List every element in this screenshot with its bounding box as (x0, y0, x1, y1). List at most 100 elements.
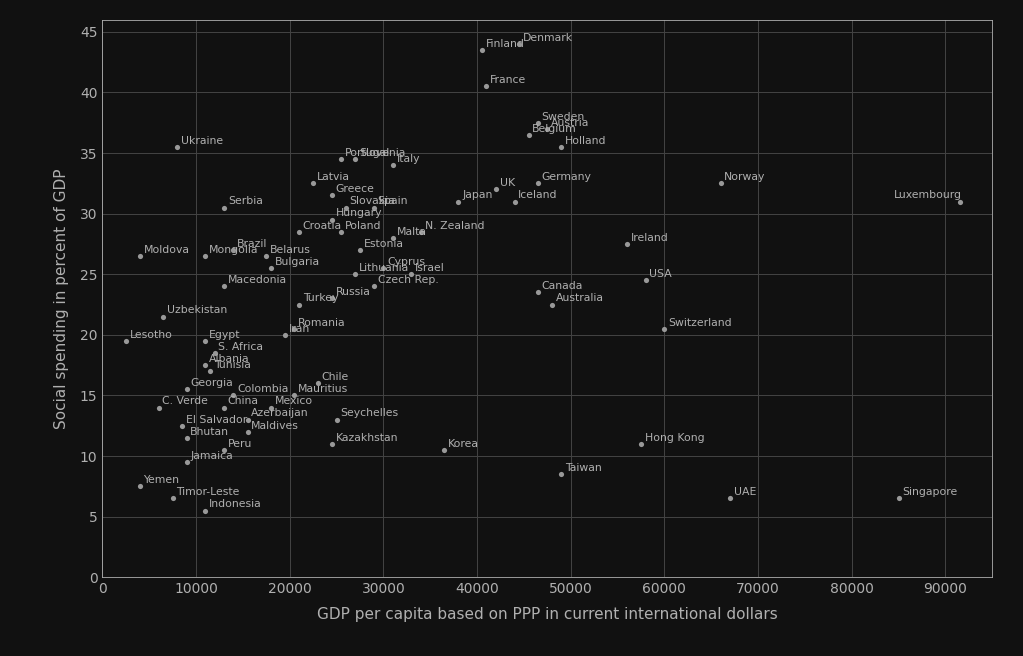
Point (239, 426, 256, 437)
Point (553, 142, 570, 152)
Text: Israel: Israel (415, 263, 445, 273)
Text: C. Verde: C. Verde (163, 396, 208, 406)
Point (291, 226, 307, 237)
Point (488, 184, 504, 195)
Point (722, 493, 739, 504)
Text: Mauritius: Mauritius (298, 384, 349, 394)
Point (347, 154, 363, 165)
Point (118, 336, 134, 346)
Point (474, 45, 490, 55)
Point (239, 415, 256, 425)
Point (310, 378, 326, 388)
Text: USA: USA (650, 269, 672, 279)
Point (338, 202, 354, 213)
Text: Turkey: Turkey (303, 293, 339, 303)
Point (544, 299, 561, 310)
Text: S. Africa: S. Africa (219, 342, 264, 352)
Point (305, 178, 321, 188)
Point (286, 390, 303, 401)
Point (403, 269, 419, 279)
Text: Maldives: Maldives (252, 420, 299, 430)
Text: Mongolia: Mongolia (209, 245, 259, 255)
Text: Singapore: Singapore (902, 487, 958, 497)
Point (328, 415, 345, 425)
Point (323, 439, 340, 449)
Point (263, 402, 279, 413)
Text: Moldova: Moldova (143, 245, 189, 255)
Point (197, 505, 214, 516)
Point (132, 481, 148, 491)
Point (366, 202, 383, 213)
Text: Mexico: Mexico (275, 396, 313, 406)
Text: Serbia: Serbia (228, 196, 263, 207)
Point (263, 263, 279, 274)
Text: Finland: Finland (486, 39, 525, 49)
Text: Estonia: Estonia (364, 239, 404, 249)
Point (385, 233, 401, 243)
Text: Peru: Peru (228, 439, 253, 449)
Text: Russia: Russia (336, 287, 370, 297)
Text: Greece: Greece (336, 184, 374, 194)
Text: Norway: Norway (724, 172, 766, 182)
Point (333, 226, 350, 237)
Text: Japan: Japan (462, 190, 492, 200)
Text: Malta: Malta (397, 227, 427, 237)
Point (656, 323, 672, 334)
Point (202, 366, 218, 377)
Point (197, 360, 214, 371)
Point (207, 348, 223, 358)
Point (951, 196, 968, 207)
Point (539, 123, 555, 134)
Text: Slovakia: Slovakia (350, 196, 395, 207)
Point (277, 329, 294, 340)
Point (225, 390, 241, 401)
Text: UAE: UAE (733, 487, 756, 497)
Point (366, 281, 383, 292)
Point (633, 439, 650, 449)
Text: Ireland: Ireland (631, 233, 668, 243)
Point (132, 251, 148, 261)
Text: Belarus: Belarus (270, 245, 311, 255)
Text: Timor-Leste: Timor-Leste (176, 487, 239, 497)
Point (291, 299, 307, 310)
Text: Hungary: Hungary (336, 209, 382, 218)
Point (521, 130, 537, 140)
Point (530, 287, 546, 298)
Point (197, 251, 214, 261)
Point (352, 245, 368, 255)
Point (216, 202, 232, 213)
Text: Czech Rep.: Czech Rep. (377, 275, 439, 285)
Point (478, 81, 494, 92)
Point (323, 215, 340, 225)
Text: Hong Kong: Hong Kong (644, 433, 705, 443)
Point (530, 178, 546, 188)
Point (216, 281, 232, 292)
Point (178, 384, 194, 395)
Point (323, 293, 340, 304)
Text: Germany: Germany (542, 172, 591, 182)
Point (375, 263, 392, 274)
Point (347, 269, 363, 279)
Text: Georgia: Georgia (190, 378, 233, 388)
Text: Chile: Chile (321, 372, 349, 382)
Text: Iran: Iran (288, 323, 310, 334)
Point (712, 178, 728, 188)
Text: Holland: Holland (565, 136, 607, 146)
Text: UK: UK (499, 178, 515, 188)
Point (333, 154, 350, 165)
Text: Uzbekistan: Uzbekistan (167, 306, 227, 316)
Text: Romania: Romania (298, 318, 346, 327)
Text: Bulgaria: Bulgaria (275, 257, 320, 267)
Text: Colombia: Colombia (237, 384, 288, 394)
Text: El Salvador: El Salvador (186, 415, 247, 424)
Point (225, 245, 241, 255)
Text: Brazil: Brazil (237, 239, 268, 249)
Text: Seychelles: Seychelles (341, 409, 398, 419)
Point (216, 445, 232, 455)
Text: Austria: Austria (551, 117, 589, 127)
Point (619, 239, 635, 249)
Point (385, 160, 401, 171)
Text: Luxembourg: Luxembourg (894, 190, 962, 200)
Point (174, 420, 190, 431)
Point (450, 196, 466, 207)
